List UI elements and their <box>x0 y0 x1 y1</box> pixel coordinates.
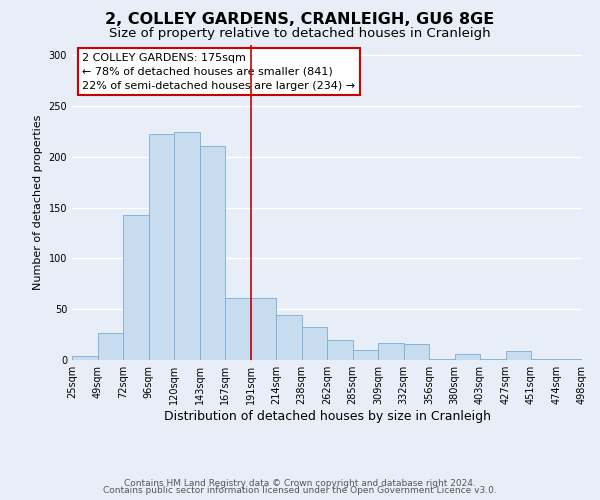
Bar <box>455 354 480 360</box>
Bar <box>225 298 251 360</box>
Text: 2, COLLEY GARDENS, CRANLEIGH, GU6 8GE: 2, COLLEY GARDENS, CRANLEIGH, GU6 8GE <box>106 12 494 28</box>
Bar <box>97 332 123 360</box>
Text: Size of property relative to detached houses in Cranleigh: Size of property relative to detached ho… <box>109 28 491 40</box>
Bar <box>505 351 531 360</box>
X-axis label: Distribution of detached houses by size in Cranleigh: Distribution of detached houses by size … <box>163 410 491 423</box>
Bar <box>174 132 199 360</box>
Bar <box>480 359 505 360</box>
Bar <box>378 342 404 360</box>
Bar <box>531 359 557 360</box>
Bar <box>404 344 429 360</box>
Text: Contains HM Land Registry data © Crown copyright and database right 2024.: Contains HM Land Registry data © Crown c… <box>124 478 476 488</box>
Y-axis label: Number of detached properties: Number of detached properties <box>33 115 43 290</box>
Bar <box>353 350 378 360</box>
Text: 2 COLLEY GARDENS: 175sqm
← 78% of detached houses are smaller (841)
22% of semi-: 2 COLLEY GARDENS: 175sqm ← 78% of detach… <box>82 53 355 91</box>
Bar <box>276 316 302 360</box>
Bar <box>199 146 225 360</box>
Bar <box>251 298 276 360</box>
Bar <box>327 340 353 360</box>
Bar <box>123 214 149 360</box>
Text: Contains public sector information licensed under the Open Government Licence v3: Contains public sector information licen… <box>103 486 497 495</box>
Bar <box>149 134 174 360</box>
Bar <box>302 328 327 360</box>
Bar <box>429 359 455 360</box>
Bar <box>557 359 582 360</box>
Bar <box>72 356 97 360</box>
